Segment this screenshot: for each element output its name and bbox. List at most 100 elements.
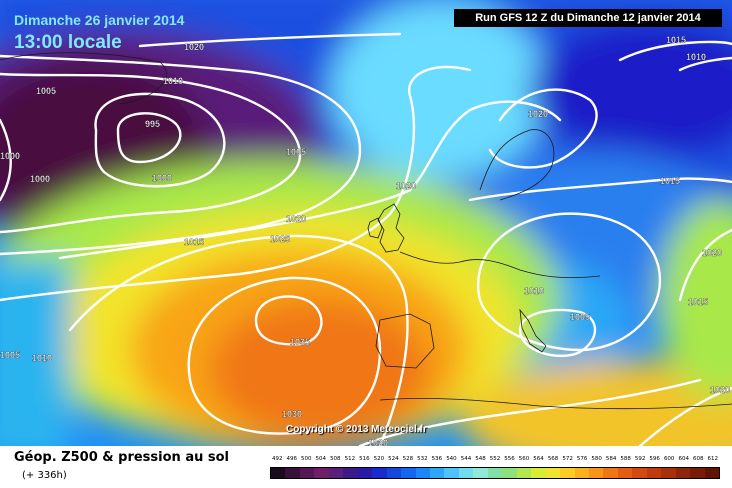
color-scale-label: 600 — [663, 456, 675, 462]
color-scale-label: 524 — [388, 456, 399, 462]
color-scale-swatch — [429, 468, 445, 478]
color-scale-label: 604 — [678, 456, 689, 462]
greenland — [0, 52, 167, 105]
color-scale-label: 532 — [417, 456, 428, 462]
isobar-1000 — [94, 92, 226, 188]
pressure-isobars — [0, 32, 732, 446]
color-scale-swatch — [271, 468, 286, 478]
isobar-1015-ne — [618, 40, 732, 62]
color-scale-swatch — [690, 468, 705, 478]
color-scale-swatch — [372, 468, 387, 478]
isobar-label: 1015 — [184, 237, 204, 247]
isobar-label: 1005 — [36, 86, 56, 96]
isobar-1030 — [187, 276, 382, 435]
color-scale-swatch — [502, 468, 517, 478]
color-scale-labels: 492 496 500 504 508 512 516 520 524 528 532 536 540 5… — [270, 456, 720, 466]
color-scale-swatch — [444, 468, 459, 478]
isobar-1020-east — [488, 88, 598, 169]
color-scale-swatch — [632, 468, 647, 478]
isobar-995 — [116, 112, 182, 164]
legend-panel: Géop. Z500 & pression au sol (+ 336h) 49… — [0, 446, 732, 488]
isobar-label: 1010 — [524, 286, 544, 296]
color-scale-swatch — [299, 468, 315, 478]
isobar-label: 1005 — [0, 350, 20, 360]
color-scale-swatch — [617, 468, 633, 478]
isobar-label: 1020 — [184, 42, 204, 52]
legend-title: Géop. Z500 & pression au sol — [14, 450, 229, 465]
color-scale-label: 504 — [315, 456, 327, 462]
color-scale-bar — [270, 467, 720, 479]
isobar-label: 1010 — [32, 353, 52, 363]
color-scale-label: 508 — [330, 456, 341, 462]
color-scale-label: 544 — [460, 456, 472, 462]
iberia — [375, 313, 435, 369]
isobar-1020-south — [358, 378, 702, 446]
scandinavia — [479, 129, 555, 201]
isobar-label: 1030 — [282, 409, 302, 419]
color-scale-label: 536 — [431, 456, 443, 462]
isobar-label: 1020 — [368, 438, 388, 446]
color-scale-label: 540 — [446, 456, 457, 462]
color-scale-swatch — [328, 468, 344, 478]
color-scale-swatch — [661, 468, 676, 478]
color-scale-label: 608 — [692, 456, 704, 462]
forecast-time: 13:00 locale — [14, 32, 122, 53]
forecast-date: Dimanche 26 janvier 2014 — [14, 12, 185, 28]
italy — [519, 308, 547, 353]
isobar-label: 1020 — [286, 214, 306, 224]
color-scale-swatch — [560, 468, 575, 478]
color-scale-label: 568 — [547, 456, 559, 462]
color-scale-swatch — [285, 468, 300, 478]
color-scale-swatch — [588, 468, 604, 478]
color-scale-label: 548 — [475, 456, 486, 462]
color-scale-label: 596 — [649, 456, 660, 462]
isobar-1010 — [0, 54, 362, 256]
color-scale-label: 512 — [344, 456, 356, 462]
color-scale-label: 552 — [489, 456, 501, 462]
color-scale-swatch — [531, 468, 546, 478]
isobar-label: 1010 — [686, 52, 706, 62]
color-scale-swatch — [458, 468, 474, 478]
isobar-1005-east — [518, 308, 597, 358]
color-scale-label: 520 — [373, 456, 385, 462]
geopotential-field — [0, 0, 732, 446]
color-scale-swatch — [343, 468, 358, 478]
color-scale-swatch — [704, 468, 720, 478]
isobar-label: 1020 — [710, 385, 730, 395]
color-scale-swatch — [545, 468, 561, 478]
isobar-label: 1020 — [528, 109, 548, 119]
ireland — [367, 217, 383, 239]
isobar-1035 — [254, 295, 323, 346]
isobar-1025 — [68, 234, 409, 446]
europe-coast — [399, 251, 601, 279]
color-scale-swatch — [401, 468, 416, 478]
isobar-label: 1015 — [688, 297, 708, 307]
north-africa — [379, 398, 732, 410]
isobar-1015-east — [468, 177, 732, 202]
isobar-labels: 1020 1010 1005 995 1000 1000 1000 1005 1… — [0, 35, 730, 446]
isobar-label: 1005 — [570, 312, 590, 322]
isobar-label: 1000 — [152, 173, 172, 183]
color-scale-swatch — [603, 468, 618, 478]
isobar-1020 — [0, 65, 472, 302]
color-scale-swatch — [357, 468, 373, 478]
legend-forecast-hours: (+ 336h) — [22, 470, 67, 481]
isobar-1015 — [58, 100, 562, 260]
isobar-label: 1015 — [666, 35, 686, 45]
isobar-label: 1000 — [30, 174, 50, 184]
color-scale-swatch — [487, 468, 503, 478]
coastlines — [0, 52, 732, 410]
isobar-1025-se — [638, 386, 732, 446]
color-scale-label: 612 — [707, 456, 718, 462]
color-scale-label: 592 — [634, 456, 646, 462]
color-scale-label: 496 — [286, 456, 298, 462]
isobar-1020-se — [678, 228, 732, 302]
isobar-label: 1025 — [270, 234, 290, 244]
isobar-label: 1035 — [290, 337, 310, 347]
color-scale-label: 584 — [605, 456, 617, 462]
color-scale-label: 516 — [359, 456, 370, 462]
isobar-label: 1005 — [286, 147, 306, 157]
isobar-label: 1000 — [0, 151, 20, 161]
color-scale-swatch — [473, 468, 488, 478]
